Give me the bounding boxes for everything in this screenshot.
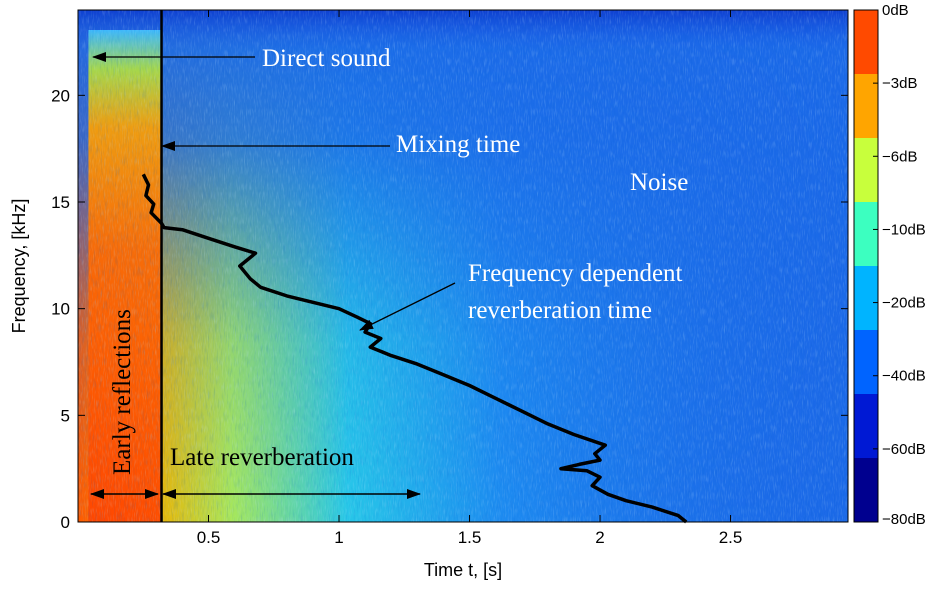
colorbar-label: −20dB [882,295,926,312]
annotation-layer: Direct sound Mixing time Noise Frequency de… [90,10,688,524]
late-reverberation-label: Late reverberation [170,444,354,471]
colorbar: 0dB −3dB −6dB −10dB −20dB −40dB −60dB −80dB [853,2,926,528]
colorbar-segment [854,10,878,75]
colorbar-label: −40dB [882,368,926,385]
colorbar-frame [853,9,879,523]
mixing-time-label: Mixing time [396,131,520,158]
x-tick-label: 1 [334,528,343,547]
x-tick-label: 0.5 [197,528,221,547]
colorbar-label: −3dB [882,75,917,92]
y-tick-label: 15 [51,193,70,212]
colorbar-segment [854,266,878,331]
colorbar-segment [854,138,878,203]
y-axis: 0 5 10 15 20 [51,86,848,532]
x-axis: 0.5 1 1.5 2 2.5 [197,10,743,547]
colorbar-label: −6dB [882,148,917,165]
reverberation-time-arrow [359,282,456,331]
y-tick-label: 10 [51,300,70,319]
colorbar-segment [854,330,878,395]
y-tick-label: 5 [61,406,70,425]
x-tick-label: 2 [595,528,604,547]
y-tick-label: 0 [61,513,70,532]
spectrogram-plot-area [78,10,848,522]
colorbar-segment [854,202,878,267]
frequency-dependent-label-line2: reverberation time [468,297,652,324]
x-tick-label: 1.5 [458,528,482,547]
colorbar-segment [854,458,878,523]
y-tick-label: 20 [51,86,70,105]
reverberation-time-curve [141,173,688,524]
colorbar-label: 0dB [882,2,909,19]
frequency-dependent-label-line1: Frequency dependent [468,260,683,287]
noise-label: Noise [630,169,688,196]
direct-sound-label: Direct sound [262,45,391,72]
colorbar-label: −80dB [882,511,926,528]
plot-frame [77,9,849,523]
colorbar-label: −10dB [882,221,926,238]
x-tick-label: 2.5 [719,528,743,547]
spectrogram-texture-dark [78,10,848,522]
colorbar-label: −60dB [882,441,926,458]
y-axis-label: Frequency, [kHz] [9,199,29,334]
colorbar-segment [854,394,878,459]
colorbar-segment [854,74,878,139]
x-axis-label: Time t, [s] [424,560,502,580]
early-reflections-label: Early reflections [109,309,136,475]
